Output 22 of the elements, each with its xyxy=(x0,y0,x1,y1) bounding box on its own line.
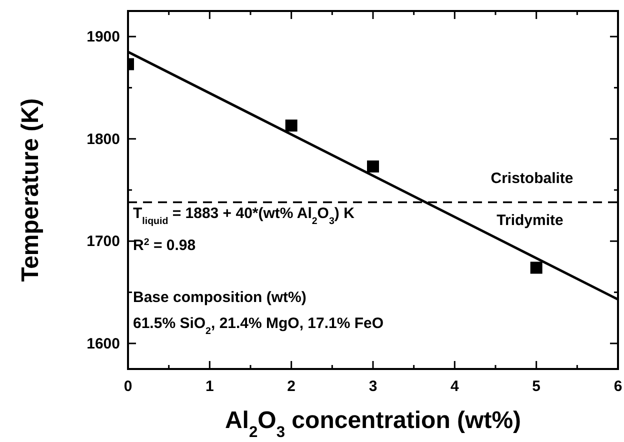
x-tick-label: 1 xyxy=(205,378,214,395)
annotation: 61.5% SiO$_{2}$, 21.4% MgO, 17.1% FeO xyxy=(133,315,384,336)
point xyxy=(530,262,542,274)
annotation: T$_{liquid}$ = 1883 + 40*(wt% Al$_{2}$O$_{3}$) K xyxy=(133,205,355,226)
x-tick-label: 5 xyxy=(532,378,541,395)
x-tick-label: 3 xyxy=(368,378,378,395)
y-tick-label: 1800 xyxy=(86,130,120,148)
x-tick-label: 4 xyxy=(450,378,460,395)
y-tick-label: 1600 xyxy=(86,335,120,352)
y-tick-label: 1900 xyxy=(86,28,120,46)
x-axis-title: Al$_{2}$O$_{3}$ concentration (wt%) xyxy=(224,407,522,440)
annotation: Tridymite xyxy=(496,212,564,229)
x-tick-label: 2 xyxy=(287,378,296,395)
point xyxy=(285,120,298,132)
y-axis-title: Temperature (K) xyxy=(17,98,44,282)
point xyxy=(367,160,379,172)
x-tick-label: 0 xyxy=(124,378,132,395)
x-tick-label: 6 xyxy=(614,378,622,395)
annotation: Base composition (wt%) xyxy=(133,289,306,306)
y-tick-label: 1700 xyxy=(86,233,120,250)
annotation: R$^{2}$ = 0.98 xyxy=(133,236,196,254)
annotation: Cristobalite xyxy=(490,170,574,187)
